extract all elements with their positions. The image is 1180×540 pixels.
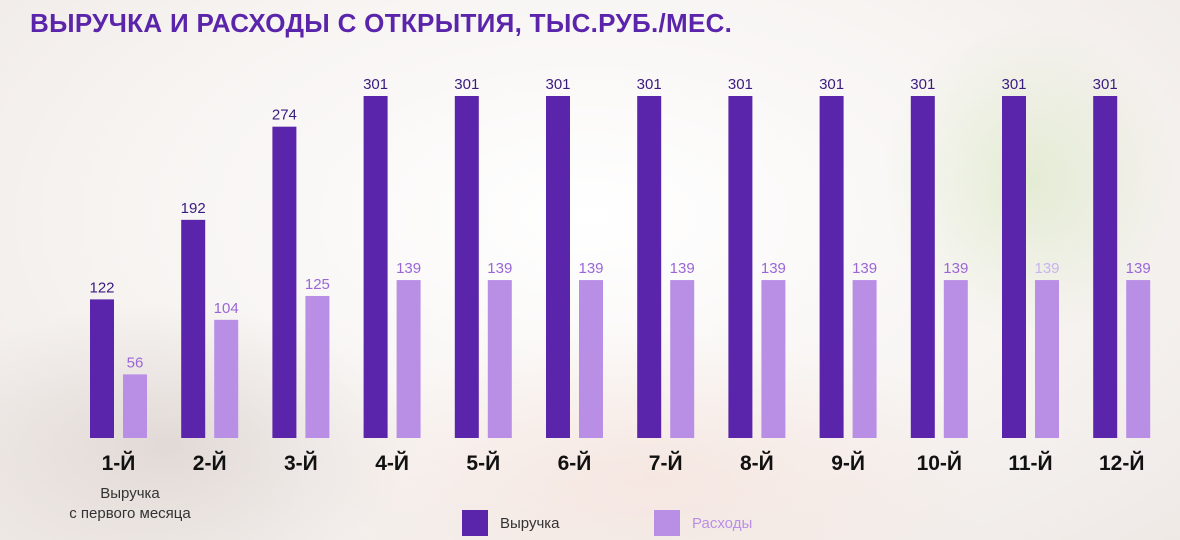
revenue-value-label-6: 301 — [545, 76, 570, 93]
expense-bar-6 — [579, 280, 603, 438]
expense-value-label-2: 104 — [214, 300, 239, 317]
legend-item-revenue: Выручка — [462, 510, 560, 536]
revenue-bar-4 — [363, 96, 388, 438]
revenue-bar-5 — [454, 96, 479, 438]
legend-label-revenue: Выручка — [500, 514, 560, 532]
expense-bar-1 — [123, 374, 147, 438]
revenue-value-label-3: 274 — [272, 107, 297, 124]
category-label-6: 6-Й — [558, 451, 592, 475]
expense-value-label-3: 125 — [305, 276, 330, 293]
revenue-note: Выручка с первого месяца — [60, 484, 200, 525]
revenue-bar-8 — [728, 96, 753, 438]
bar-chart: 122 56 1-Й 192 104 2-Й 274 125 3-Й 301 139 4-Й 301 13… — [89, 76, 1151, 475]
revenue-value-label-12: 301 — [1093, 76, 1118, 93]
revenue-bar-9 — [819, 96, 844, 438]
expense-value-label-6: 139 — [578, 260, 603, 277]
expense-bar-4 — [396, 280, 421, 438]
category-label-1: 1-Й — [102, 451, 136, 475]
expense-value-label-5: 139 — [487, 260, 512, 277]
revenue-value-label-9: 301 — [819, 76, 844, 93]
revenue-value-label-10: 301 — [910, 76, 935, 93]
revenue-bar-3 — [272, 126, 297, 439]
expense-bar-2 — [214, 319, 239, 438]
category-label-11: 11-Й — [1008, 451, 1052, 475]
legend-label-expenses: Расходы — [692, 514, 753, 532]
category-label-3: 3-Й — [284, 451, 318, 475]
expense-bar-3 — [305, 295, 330, 438]
expense-bar-5 — [487, 280, 512, 438]
category-label-2: 2-Й — [193, 451, 227, 475]
revenue-bar-6 — [546, 96, 570, 438]
revenue-value-label-7: 301 — [637, 76, 662, 93]
category-label-5: 5-Й — [466, 451, 500, 475]
revenue-note-line1: Выручка — [100, 485, 160, 502]
chart-title: ВЫРУЧКА И РАСХОДЫ С ОТКРЫТИЯ, ТЫС.РУБ./М… — [30, 8, 733, 38]
revenue-value-label-8: 301 — [728, 76, 753, 93]
revenue-value-label-4: 301 — [363, 76, 388, 93]
revenue-value-label-5: 301 — [454, 76, 479, 93]
revenue-bar-10 — [910, 96, 935, 438]
revenue-bar-11 — [1002, 96, 1026, 438]
expense-value-label-10: 139 — [943, 260, 968, 277]
revenue-value-label-2: 192 — [181, 200, 206, 217]
category-label-4: 4-Й — [375, 451, 409, 475]
legend-swatch-expenses — [654, 510, 680, 536]
expense-bar-10 — [943, 280, 968, 438]
legend-swatch-revenue — [462, 510, 488, 536]
revenue-bar-7 — [637, 96, 662, 438]
legend-item-expenses: Расходы — [654, 510, 752, 536]
expense-bar-8 — [761, 280, 786, 438]
revenue-value-label-1: 122 — [89, 279, 114, 296]
expense-value-label-7: 139 — [670, 260, 695, 277]
expense-bar-11 — [1035, 280, 1059, 438]
revenue-bar-12 — [1093, 96, 1118, 438]
expense-value-label-1: 56 — [127, 354, 144, 371]
category-label-7: 7-Й — [649, 451, 683, 475]
expense-value-label-9: 139 — [852, 260, 877, 277]
revenue-value-label-11: 301 — [1001, 76, 1026, 93]
expense-bar-12 — [1126, 280, 1151, 438]
expense-value-label-11: 139 — [1034, 260, 1059, 277]
category-label-8: 8-Й — [740, 451, 774, 475]
revenue-bar-1 — [90, 299, 114, 438]
expense-value-label-4: 139 — [396, 260, 421, 277]
expense-value-label-12: 139 — [1126, 260, 1151, 277]
expense-bar-7 — [670, 280, 695, 438]
expense-bar-9 — [852, 280, 877, 438]
category-label-10: 10-Й — [917, 451, 962, 475]
revenue-note-line2: с первого месяца — [69, 505, 191, 523]
category-label-9: 9-Й — [831, 451, 865, 475]
expense-value-label-8: 139 — [761, 260, 786, 277]
category-label-12: 12-Й — [1099, 451, 1144, 475]
background-shade-left — [0, 300, 420, 540]
revenue-bar-2 — [181, 219, 206, 438]
